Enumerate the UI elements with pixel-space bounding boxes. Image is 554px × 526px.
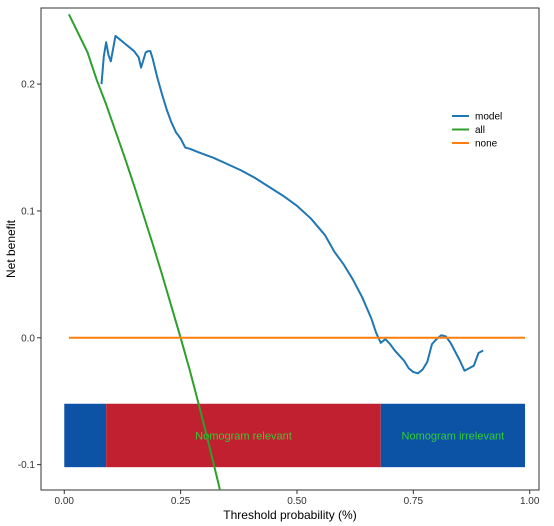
band-label-2: Nomogram irrelevant	[402, 430, 505, 442]
y-tick-label: 0.1	[21, 206, 35, 217]
x-tick-label: 0.75	[404, 496, 424, 507]
series-line-model	[100, 34, 484, 375]
x-tick-label: 0.00	[55, 496, 75, 507]
x-tick-label: 1.00	[520, 496, 540, 507]
y-tick-label: -0.1	[18, 460, 36, 471]
y-tick-label: 0.0	[21, 333, 35, 344]
legend: model all none	[452, 112, 502, 150]
y-tick-label: 0.2	[21, 80, 35, 91]
x-axis-title: Threshold probability (%)	[223, 508, 356, 522]
band-label-1: Nomogram relevant	[195, 430, 292, 442]
bands-layer: Nomogram relevant Nomogram irrelevant	[64, 403, 526, 468]
x-tick-label: 0.50	[287, 496, 307, 507]
ticks-layer: 0.00 0.25 0.50 0.75 1.00 -0.1 0.0 0.1 0.2	[18, 80, 540, 507]
band-0	[64, 403, 107, 468]
band-2	[380, 403, 526, 468]
band-1	[106, 403, 381, 468]
lines-layer	[68, 13, 526, 490]
legend-label-none: none	[475, 139, 498, 150]
x-tick-label: 0.25	[171, 496, 191, 507]
legend-label-all: all	[475, 125, 485, 136]
series-line-all	[68, 13, 221, 490]
y-axis-title: Net benefit	[4, 219, 18, 278]
legend-label-model: model	[475, 112, 502, 123]
